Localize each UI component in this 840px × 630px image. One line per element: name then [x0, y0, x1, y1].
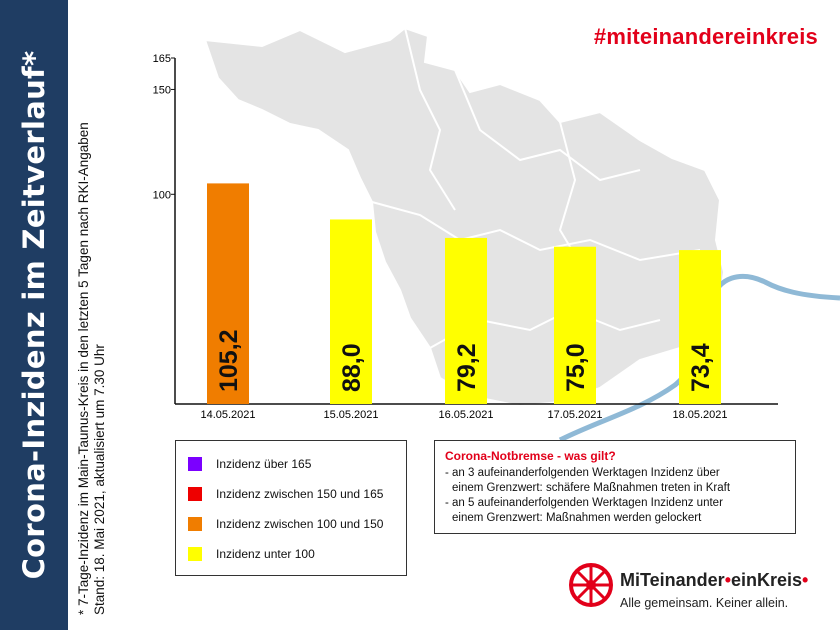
- x-tick-label: 15.05.2021: [323, 409, 378, 421]
- legend: Inzidenz über 165 Inzidenz zwischen 150 …: [175, 440, 407, 576]
- y-tick-label: 150: [153, 84, 171, 96]
- legend-label: Inzidenz zwischen 100 und 150: [216, 517, 383, 531]
- x-tick-label: 18.05.2021: [672, 409, 727, 421]
- bar-value-label: 75,0: [562, 343, 590, 392]
- legend-swatch-yellow: [188, 547, 202, 561]
- legend-item: Inzidenz zwischen 150 und 165: [188, 485, 383, 503]
- rule-line: - an 3 aufeinanderfolgenden Werktagen In…: [445, 466, 785, 481]
- rule-line: einem Grenzwert: schäfere Maßnahmen tret…: [445, 481, 785, 496]
- info-box-title: Corona-Notbremse - was gilt?: [445, 449, 785, 463]
- x-tick-label: 14.05.2021: [200, 409, 255, 421]
- bar-value-label: 73,4: [687, 343, 715, 392]
- logo: MiTeinander•einKreis• Alle gemeinsam. Ke…: [568, 554, 828, 620]
- y-tick-label: 100: [153, 189, 171, 201]
- y-ticks: 100 150 165: [153, 53, 175, 201]
- legend-item: Inzidenz zwischen 100 und 150: [188, 515, 383, 533]
- bar-value-label: 105,2: [215, 329, 243, 392]
- background-map: [205, 28, 840, 440]
- bar-value-label: 88,0: [338, 343, 366, 392]
- logo-slogan: Alle gemeinsam. Keiner allein.: [620, 596, 788, 610]
- x-tick-label: 17.05.2021: [547, 409, 602, 421]
- legend-label: Inzidenz über 165: [216, 457, 311, 471]
- logo-name: MiTeinander•einKreis•: [620, 570, 808, 591]
- legend-label: Inzidenz zwischen 150 und 165: [216, 487, 383, 501]
- y-tick-label: 165: [153, 53, 171, 65]
- notbremse-info-box: Corona-Notbremse - was gilt? - an 3 aufe…: [434, 440, 796, 534]
- rule-line: - an 5 aufeinanderfolgenden Werktagen In…: [445, 496, 785, 511]
- legend-swatch-red: [188, 487, 202, 501]
- logo-name-part1: MiTeinander: [620, 570, 725, 590]
- logo-wheel-icon: [568, 562, 614, 608]
- rule-line: einem Grenzwert: Maßnahmen werden gelock…: [445, 511, 785, 526]
- legend-item: Inzidenz über 165: [188, 455, 311, 473]
- x-labels: 14.05.2021 15.05.2021 16.05.2021 17.05.2021…: [200, 409, 727, 421]
- legend-item: Inzidenz unter 100: [188, 545, 315, 563]
- logo-name-part2: einKreis: [731, 570, 802, 590]
- bar-value-label: 79,2: [453, 343, 481, 392]
- legend-swatch-orange: [188, 517, 202, 531]
- x-tick-label: 16.05.2021: [438, 409, 493, 421]
- legend-swatch-purple: [188, 457, 202, 471]
- legend-label: Inzidenz unter 100: [216, 547, 315, 561]
- logo-separator-end: •: [802, 570, 808, 590]
